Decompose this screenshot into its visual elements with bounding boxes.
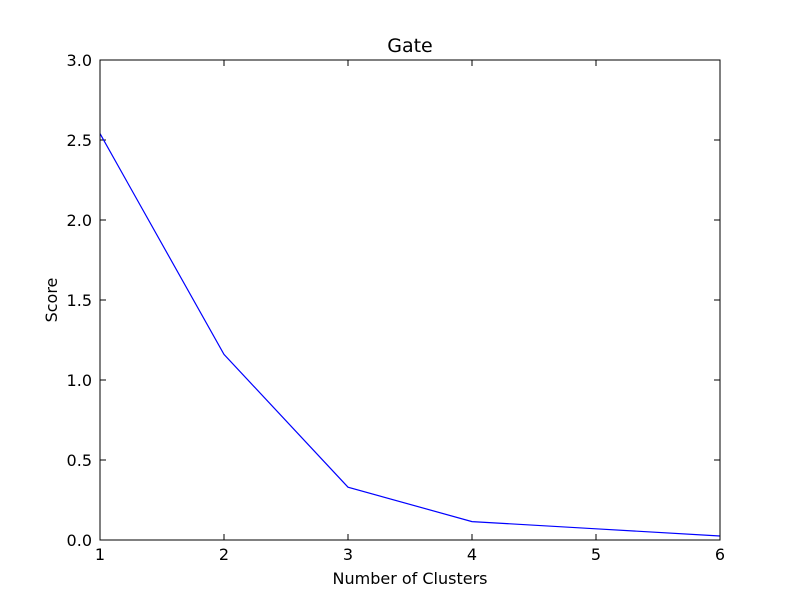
x-tick-label: 5 bbox=[591, 545, 601, 564]
y-axis-label: Score bbox=[42, 278, 61, 323]
y-tick-label: 2.5 bbox=[67, 131, 92, 150]
series-layer bbox=[99, 133, 721, 537]
x-tick-label: 2 bbox=[219, 545, 229, 564]
plot-frame bbox=[99, 59, 721, 541]
chart-title: Gate bbox=[387, 35, 433, 57]
x-tick-label: 3 bbox=[343, 545, 353, 564]
ticks-layer: 1 2 3 4 5 6 0.0 0.5 1.0 1.5 2.0 2.5 3.0 bbox=[67, 51, 726, 564]
x-axis-label: Number of Clusters bbox=[333, 569, 488, 588]
y-tick-label: 1.5 bbox=[67, 291, 92, 310]
y-tick-label: 0.0 bbox=[67, 531, 92, 550]
y-tick-label: 3.0 bbox=[67, 51, 92, 70]
x-tick-label: 6 bbox=[715, 545, 725, 564]
x-tick-label: 1 bbox=[95, 545, 105, 564]
y-tick-label: 1.0 bbox=[67, 371, 92, 390]
series-line bbox=[99, 133, 721, 537]
y-tick-label: 2.0 bbox=[67, 211, 92, 230]
y-tick-label: 0.5 bbox=[67, 451, 92, 470]
x-tick-label: 4 bbox=[467, 545, 477, 564]
